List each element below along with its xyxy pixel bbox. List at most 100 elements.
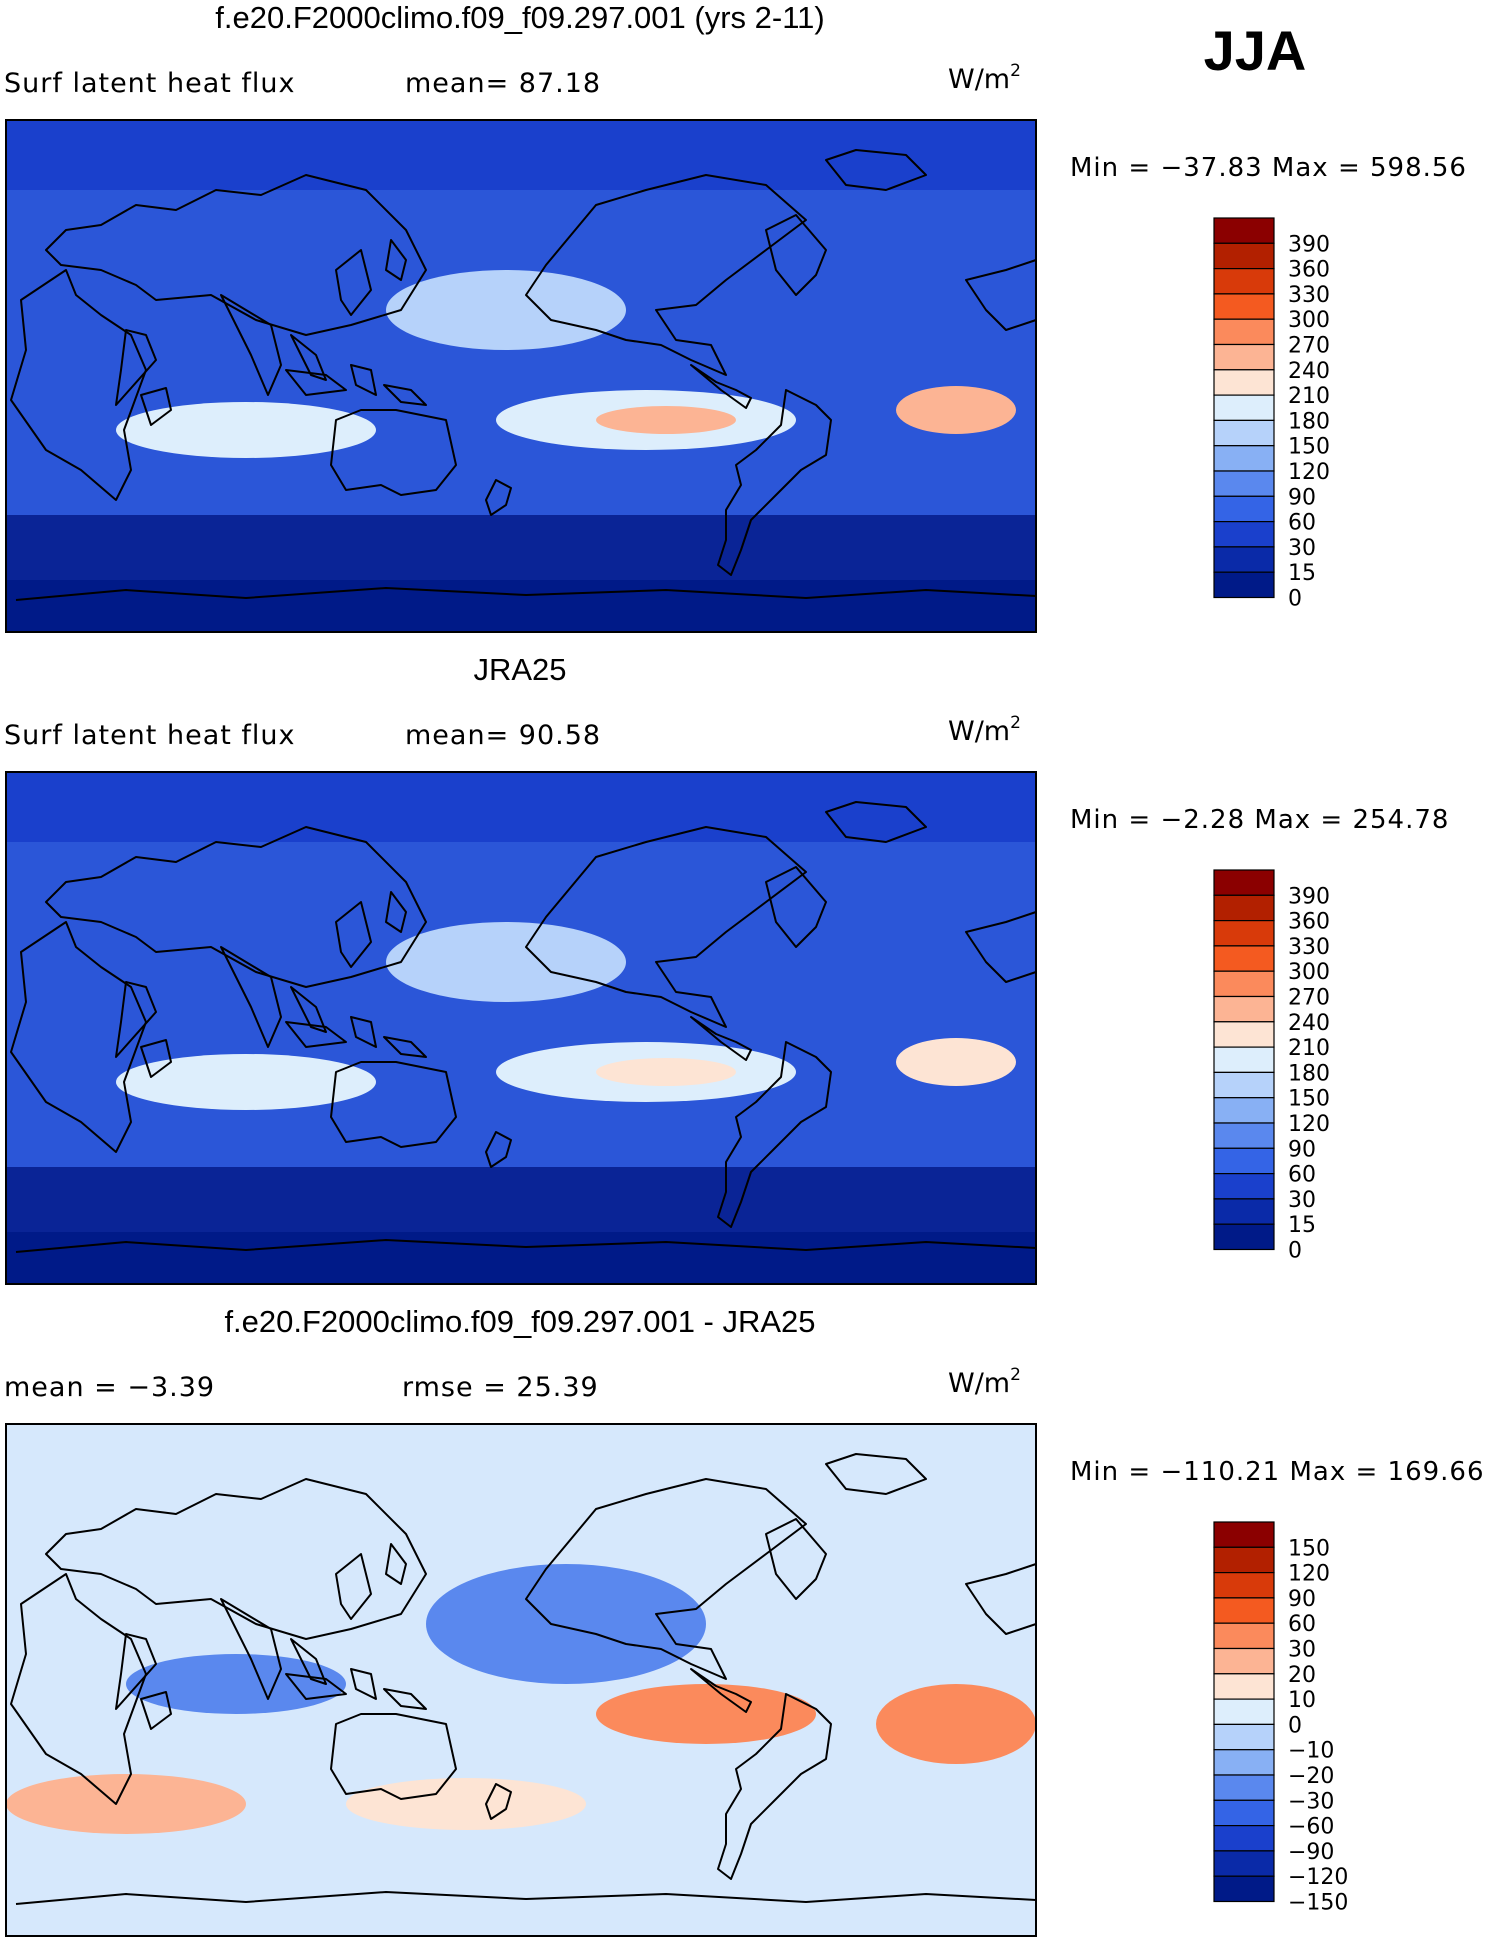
colorbar-box — [1213, 495, 1275, 523]
colorbar-box — [1213, 1147, 1275, 1175]
colorbar-label: 180 — [1288, 409, 1330, 434]
colorbar-label: 15 — [1288, 1213, 1316, 1238]
colorbar-box — [1213, 343, 1275, 371]
colorbar-box — [1213, 1799, 1275, 1827]
colorbar-label: −150 — [1288, 1891, 1348, 1916]
colorbar-label: −90 — [1288, 1840, 1334, 1865]
map-panel — [5, 119, 1037, 633]
panel-title: JRA25 — [473, 652, 566, 687]
colorbar-box — [1213, 869, 1275, 896]
colorbar-label: 390 — [1288, 232, 1330, 257]
colorbar-label: 330 — [1288, 283, 1330, 308]
colorbar-box — [1213, 242, 1275, 270]
colorbar-label: 300 — [1288, 960, 1330, 985]
map-panel — [5, 771, 1037, 1285]
colorbar-box — [1213, 1698, 1275, 1725]
mean-label: mean= 87.18 — [405, 68, 601, 99]
colorbar-box — [1213, 1850, 1275, 1877]
colorbar-box — [1213, 520, 1275, 548]
colorbar-label: −60 — [1288, 1815, 1334, 1840]
colorbar-label: 60 — [1288, 511, 1316, 536]
colorbar-label: 10 — [1288, 1688, 1316, 1713]
colorbar-label: −30 — [1288, 1789, 1334, 1814]
colorbar-label: 90 — [1288, 485, 1316, 510]
colorbar-label: 0 — [1288, 587, 1302, 612]
colorbar-box — [1213, 1774, 1275, 1801]
colorbar-box — [1213, 1021, 1275, 1048]
map-panel — [5, 1423, 1037, 1937]
colorbar-label: 90 — [1288, 1137, 1316, 1162]
colorbar-box — [1213, 1198, 1275, 1225]
colorbar-label: 0 — [1288, 1239, 1302, 1264]
minmax-label: Min = −110.21 Max = 169.66 — [1070, 1457, 1485, 1487]
colorbar-label: 180 — [1288, 1061, 1330, 1086]
variable-label: Surf latent heat flux — [4, 720, 296, 751]
colorbar-label: 120 — [1288, 460, 1330, 485]
colorbar-label: 0 — [1288, 1713, 1302, 1738]
colorbar-label: −120 — [1288, 1865, 1348, 1890]
colorbar-box — [1213, 1122, 1275, 1149]
colorbar-box — [1213, 945, 1275, 972]
colorbar-box — [1213, 1571, 1275, 1599]
colorbar-box — [1213, 1622, 1275, 1650]
colorbar-box — [1213, 470, 1275, 497]
colorbar-label: 360 — [1288, 910, 1330, 935]
panel-3: f.e20.F2000climo.f09_f09.297.001 - JRA25… — [4, 1304, 1485, 1937]
panel-title: f.e20.F2000climo.f09_f09.297.001 (yrs 2-… — [215, 0, 824, 35]
colorbar-box — [1213, 318, 1275, 346]
colorbar-label: 90 — [1288, 1587, 1316, 1612]
colorbar-label: 270 — [1288, 986, 1330, 1011]
colorbar-label: −20 — [1288, 1764, 1334, 1789]
colorbar-box — [1213, 1723, 1275, 1751]
colorbar-label: 270 — [1288, 334, 1330, 359]
colorbar-box — [1213, 1071, 1275, 1099]
colorbar-label: 150 — [1288, 1087, 1330, 1112]
minmax-label: Min = −37.83 Max = 598.56 — [1070, 153, 1467, 183]
colorbar-label: 150 — [1288, 435, 1330, 460]
colorbar-box — [1213, 1521, 1275, 1548]
colorbar-box — [1213, 1824, 1275, 1852]
colorbar-box — [1213, 970, 1275, 998]
colorbar-label: 240 — [1288, 1011, 1330, 1036]
colorbar-label: 210 — [1288, 384, 1330, 409]
units-label: W/m2 — [948, 61, 1021, 95]
colorbar-label: 300 — [1288, 308, 1330, 333]
colorbar-label: 390 — [1288, 884, 1330, 909]
colorbar-label: 30 — [1288, 1638, 1316, 1663]
mean-label: mean = −3.39 — [4, 1372, 215, 1403]
colorbar-box — [1213, 1749, 1275, 1776]
units-label: W/m2 — [948, 713, 1021, 747]
colorbar-box — [1213, 217, 1275, 244]
colorbar-box — [1213, 546, 1275, 573]
minmax-label: Min = −2.28 Max = 254.78 — [1070, 805, 1449, 835]
colorbar-label: 120 — [1288, 1562, 1330, 1587]
colorbar-box — [1213, 394, 1275, 422]
colorbar-box — [1213, 1097, 1275, 1124]
panel-title: f.e20.F2000climo.f09_f09.297.001 - JRA25 — [224, 1304, 815, 1339]
colorbar-label: 240 — [1288, 359, 1330, 384]
colorbar-label: −10 — [1288, 1739, 1334, 1764]
colorbar-box — [1213, 571, 1275, 599]
colorbar-box — [1213, 995, 1275, 1023]
colorbar-box — [1213, 919, 1275, 947]
colorbar-box — [1213, 1647, 1275, 1675]
colorbar-box — [1213, 445, 1275, 472]
colorbar-label: 30 — [1288, 1188, 1316, 1213]
colorbar-box — [1213, 1223, 1275, 1251]
colorbar-label: 330 — [1288, 935, 1330, 960]
colorbar-box — [1213, 1597, 1275, 1624]
colorbar-label: 60 — [1288, 1612, 1316, 1637]
units-label: W/m2 — [948, 1365, 1021, 1399]
colorbar-box — [1213, 1046, 1275, 1073]
colorbar-box — [1213, 1875, 1275, 1903]
colorbar-box — [1213, 293, 1275, 320]
colorbar-box — [1213, 1172, 1275, 1200]
colorbar-box — [1213, 1673, 1275, 1700]
mean-label: mean= 90.58 — [405, 720, 601, 751]
colorbar-box — [1213, 419, 1275, 447]
rmse-label: rmse = 25.39 — [402, 1372, 599, 1403]
colorbar-label: 60 — [1288, 1163, 1316, 1188]
